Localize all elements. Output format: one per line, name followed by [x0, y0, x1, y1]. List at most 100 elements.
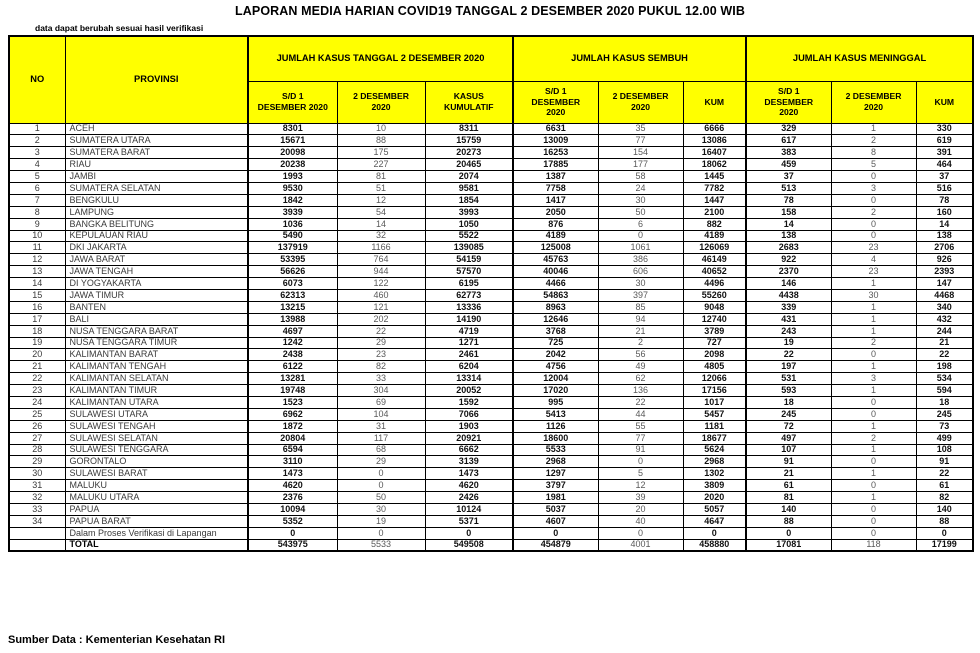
cell-value: 108: [915, 443, 974, 457]
cell-value: 17199: [915, 538, 974, 552]
cell-value: 78: [915, 193, 974, 207]
cell-value: 5057: [682, 503, 747, 516]
cell-value: 30: [597, 193, 684, 207]
cell-value: 44: [597, 407, 684, 421]
cell-provinsi: MALUKU: [64, 479, 249, 493]
cell-value: 69: [336, 395, 426, 409]
cell-value: 8: [830, 146, 917, 160]
cell-value: 12066: [682, 372, 747, 386]
cell-value: 50: [336, 491, 426, 504]
cell-no: 10: [8, 229, 66, 243]
cell-value: 2: [830, 431, 917, 445]
cell-value: 45763: [512, 253, 599, 267]
cell-value: 62773: [424, 288, 514, 302]
cell-provinsi: DKI JAKARTA: [64, 241, 249, 255]
cell-value: 543975: [247, 538, 338, 552]
cell-value: 4756: [512, 360, 599, 374]
cell-value: 18677: [682, 431, 747, 445]
cell-value: 4607: [512, 514, 599, 528]
col-header-kasus-harian: 2 DESEMBER 2020: [336, 80, 426, 124]
cell-provinsi: SUMATERA UTARA: [64, 134, 249, 148]
cell-provinsi: PAPUA: [64, 503, 249, 516]
cell-value: 227: [336, 158, 426, 172]
total-row: TOTAL 543975 5533 549508 454879 4001 458880 170…: [8, 538, 974, 552]
cell-value: 1050: [424, 217, 514, 231]
cell-no: 16: [8, 300, 66, 314]
cell-value: 1: [830, 122, 917, 136]
table-row: 10 KEPULAUAN RIAU 5490 32 5522 4189 0 4189 138 0 1…: [8, 229, 974, 243]
cell-value: 8963: [512, 300, 599, 314]
cell-value: 51: [336, 181, 426, 195]
cell-provinsi: JAMBI: [64, 170, 249, 183]
cell-value: 531: [745, 372, 832, 386]
cell-value: 14190: [424, 312, 514, 326]
col-header-kasus-kumulatif: KASUS KUMULATIF: [424, 80, 514, 124]
col-header-sembuh-harian: 2 DESEMBER 2020: [597, 80, 684, 124]
table-row: 21 KALIMANTAN TENGAH 6122 82 6204 4756 49 4805 1…: [8, 360, 974, 374]
cell-value: 4697: [247, 324, 338, 338]
cell-value: 391: [915, 146, 974, 160]
cell-value: 516: [915, 181, 974, 195]
cell-no: 27: [8, 431, 66, 445]
cell-no: 6: [8, 181, 66, 195]
cell-value: 177: [597, 158, 684, 172]
cell-value: 158: [745, 205, 832, 219]
cell-value: 245: [745, 407, 832, 421]
cell-no: 11: [8, 241, 66, 255]
cell-value: 1166: [336, 241, 426, 255]
cell-value: 12646: [512, 312, 599, 326]
cell-value: 1297: [512, 467, 599, 481]
cell-value: 2050: [512, 205, 599, 219]
cell-value: 40652: [682, 265, 747, 279]
cell-value: 5624: [682, 443, 747, 457]
cell-value: 137919: [247, 241, 338, 255]
cell-value: 50: [597, 205, 684, 219]
col-header-meninggal-sd1: S/D 1 DESEMBER 2020: [745, 80, 832, 124]
cell-value: 125008: [512, 241, 599, 255]
cell-value: 882: [682, 217, 747, 231]
cell-value: 1903: [424, 419, 514, 433]
cell-value: 2098: [682, 348, 747, 362]
cell-value: 1842: [247, 193, 338, 207]
cell-value: 0: [830, 217, 917, 231]
cell-value: 9530: [247, 181, 338, 195]
cell-value: 2968: [512, 455, 599, 469]
cell-value: 1242: [247, 336, 338, 350]
cell-value: 24: [597, 181, 684, 195]
cell-provinsi: BANGKA BELITUNG: [64, 217, 249, 231]
cell-value: 1061: [597, 241, 684, 255]
cell-value: 122: [336, 277, 426, 290]
table-row: 23 KALIMANTAN TIMUR 19748 304 20052 17020 136 1…: [8, 384, 974, 397]
cell-value: 1447: [682, 193, 747, 207]
cell-value: 458880: [682, 538, 747, 552]
cell-provinsi: JAWA BARAT: [64, 253, 249, 267]
cell-value: 2376: [247, 491, 338, 504]
cell-value: 6: [597, 217, 684, 231]
cell-value: 0: [336, 526, 426, 540]
cell-value: 4620: [424, 479, 514, 493]
cell-value: 126069: [682, 241, 747, 255]
cell-value: 14: [915, 217, 974, 231]
cell-no: 8: [8, 205, 66, 219]
cell-value: 88: [915, 514, 974, 528]
cell-value: 15671: [247, 134, 338, 148]
cell-value: 23: [830, 241, 917, 255]
cell-value: 91: [915, 455, 974, 469]
cell-value: 0: [424, 526, 514, 540]
cell-value: 619: [915, 134, 974, 148]
cell-provinsi: SULAWESI UTARA: [64, 407, 249, 421]
cell-value: 4647: [682, 514, 747, 528]
cell-value: 29: [336, 455, 426, 469]
cell-value: 49: [597, 360, 684, 374]
cell-value: 6204: [424, 360, 514, 374]
cell-value: 1473: [424, 467, 514, 481]
table-row: 22 KALIMANTAN SELATAN 13281 33 13314 12004 62 1…: [8, 372, 974, 386]
cell-value: 0: [745, 526, 832, 540]
cell-no: 7: [8, 193, 66, 207]
cell-value: 107: [745, 443, 832, 457]
cell-provinsi: KALIMANTAN UTARA: [64, 395, 249, 409]
cell-value: 13988: [247, 312, 338, 326]
table-row: 27 SULAWESI SELATAN 20804 117 20921 18600 77 18…: [8, 431, 974, 445]
cell-value: 0: [336, 467, 426, 481]
cell-value: 16407: [682, 146, 747, 160]
